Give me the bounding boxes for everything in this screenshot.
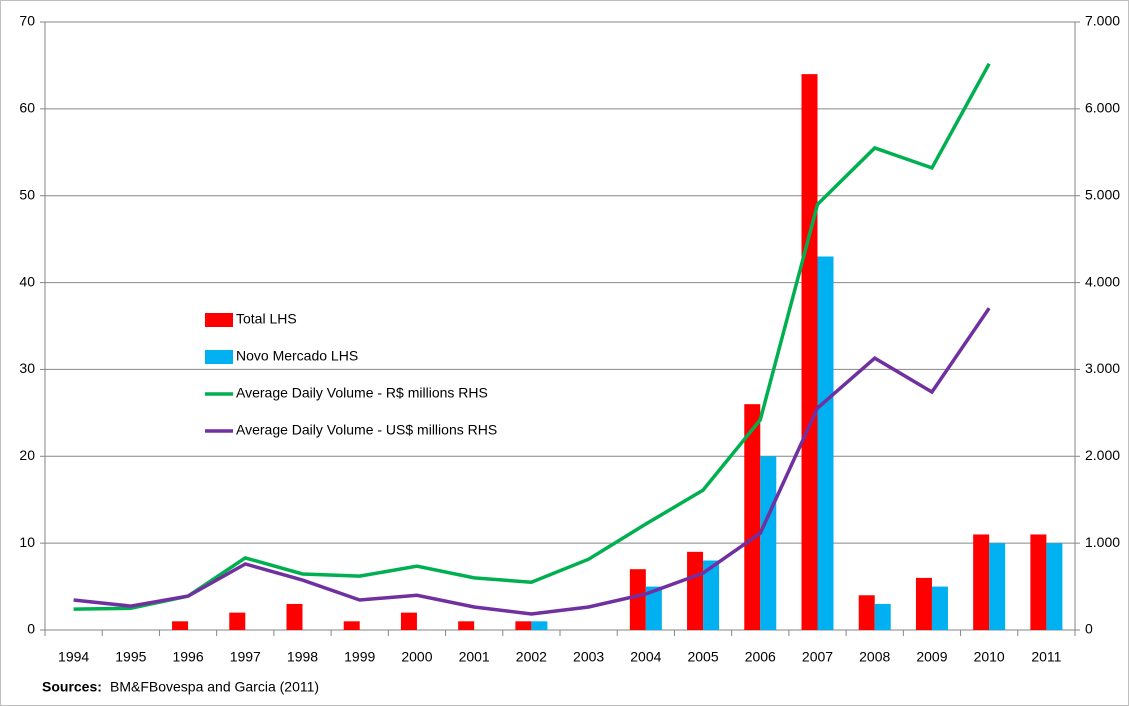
bar	[645, 586, 662, 630]
y2-tick-label: 0	[1085, 621, 1093, 637]
legend-label: Average Daily Volume - R$ millions RHS	[236, 385, 488, 401]
x-tick-label: 2003	[573, 649, 604, 665]
y2-tick-label: 4.000	[1085, 273, 1120, 289]
bar	[801, 74, 818, 631]
y-tick-label: 70	[19, 13, 35, 29]
source: BM&FBovespa and Garcia (2011)	[110, 679, 319, 695]
x-tick-label: 2005	[687, 649, 718, 665]
x-tick-label: 1999	[344, 649, 375, 665]
y2-tick-label: 7.000	[1085, 13, 1120, 29]
x-tick-label: 1995	[115, 649, 146, 665]
x-tick-label: 1998	[287, 649, 318, 665]
bar	[1030, 534, 1047, 630]
bar	[973, 534, 990, 630]
y-tick-label: 40	[19, 273, 35, 289]
bar	[760, 456, 777, 630]
x-tick-label: 2006	[745, 649, 776, 665]
bar	[989, 543, 1006, 630]
x-tick-label: 2001	[459, 649, 490, 665]
bar	[1046, 543, 1063, 630]
x-tick-label: 2007	[802, 649, 833, 665]
x-tick-label: 2010	[974, 649, 1005, 665]
legend-swatch	[205, 350, 233, 364]
bar	[458, 621, 475, 630]
bar	[744, 404, 761, 630]
y-tick-label: 50	[19, 186, 35, 202]
legend-swatch	[205, 313, 233, 327]
x-tick-label: 2008	[859, 649, 890, 665]
bar	[172, 621, 189, 630]
bar	[343, 621, 360, 630]
x-tick-label: 2002	[516, 649, 547, 665]
bar	[400, 612, 417, 630]
line-series	[73, 62, 991, 611]
line-series	[73, 307, 991, 616]
bar	[286, 603, 303, 630]
y-tick-label: 10	[19, 534, 35, 550]
y-tick-label: 20	[19, 447, 35, 463]
bar	[817, 256, 834, 630]
bar	[531, 621, 548, 630]
bar	[629, 569, 646, 630]
x-tick-label: 2011	[1031, 649, 1061, 665]
bar	[229, 612, 246, 630]
x-tick-label: 2004	[630, 649, 661, 665]
x-tick-label: 1996	[172, 649, 203, 665]
source-label: Sources:	[42, 679, 102, 695]
x-tick-label: 1994	[58, 649, 89, 665]
bar	[858, 595, 875, 630]
y-tick-label: 0	[27, 621, 35, 637]
bar	[687, 551, 704, 630]
x-tick-label: 2000	[401, 649, 432, 665]
legend-label: Total LHS	[236, 311, 297, 327]
y-tick-label: 30	[19, 360, 35, 376]
y2-tick-label: 3.000	[1085, 360, 1120, 376]
bar	[703, 560, 720, 630]
y2-tick-label: 5.000	[1085, 186, 1120, 202]
x-tick-label: 2009	[916, 649, 947, 665]
bar	[874, 603, 891, 630]
bar	[931, 586, 948, 630]
legend-label: Novo Mercado LHS	[236, 348, 358, 364]
bar	[515, 621, 532, 630]
y-tick-label: 60	[19, 100, 35, 116]
legend-label: Average Daily Volume - US$ millions RHS	[236, 422, 497, 438]
y2-tick-label: 2.000	[1085, 447, 1120, 463]
x-tick-label: 1997	[230, 649, 261, 665]
y2-tick-label: 1.000	[1085, 534, 1120, 550]
y2-tick-label: 6.000	[1085, 100, 1120, 116]
bar	[915, 577, 932, 630]
